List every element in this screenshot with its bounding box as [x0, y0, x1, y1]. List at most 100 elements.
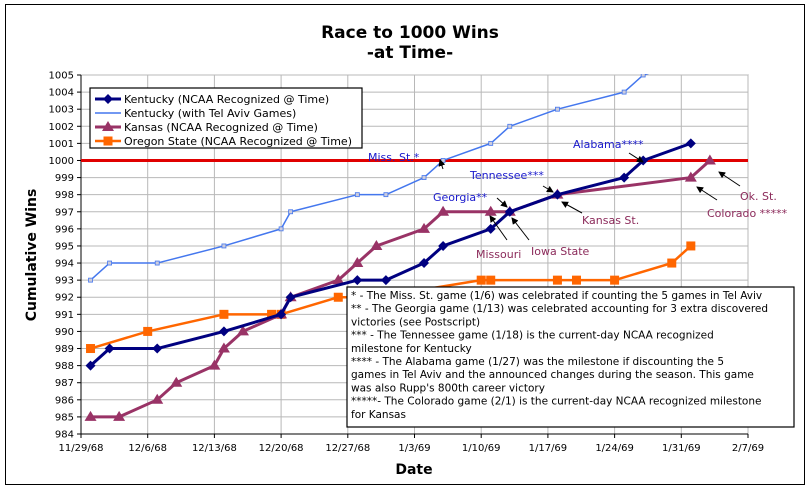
data-point	[571, 275, 581, 285]
annotation-arrow-icon	[438, 159, 446, 170]
data-point	[438, 240, 449, 251]
data-point	[351, 257, 364, 268]
data-point	[640, 74, 646, 78]
data-point	[552, 275, 562, 285]
data-point	[667, 258, 677, 268]
data-point	[113, 410, 126, 421]
y-tick-label: 996	[55, 224, 74, 235]
data-point	[504, 206, 515, 217]
data-point	[703, 154, 716, 165]
y-tick-label: 999	[55, 173, 74, 184]
annotation-label: Iowa State	[531, 245, 590, 258]
annotation-label: Georgia**	[433, 191, 488, 204]
data-point	[152, 343, 163, 354]
note-line: *** - The Tennessee game (1/18) is the c…	[351, 330, 714, 342]
annotation-label: Colorado *****	[707, 207, 788, 220]
data-point	[85, 360, 96, 371]
data-point	[218, 326, 229, 337]
data-point	[143, 326, 153, 336]
data-point	[107, 260, 112, 266]
data-point	[352, 275, 363, 286]
data-point	[219, 309, 229, 319]
annotations: Miss. St.* Alabama**** Tennessee*** Georgia…	[368, 138, 788, 261]
annotation-label: Ok. St.	[740, 190, 777, 203]
annotation: Colorado *****	[696, 186, 788, 220]
x-tick-label: 12/27/68	[325, 443, 370, 454]
annotation: Iowa State	[511, 217, 590, 258]
data-point	[154, 260, 160, 266]
data-point	[555, 106, 560, 112]
data-point	[476, 275, 486, 285]
x-tick-label: 1/31/69	[662, 443, 701, 454]
annotation-arrow-icon	[511, 217, 530, 241]
annotation: Ok. St.	[718, 171, 777, 203]
data-point	[507, 123, 513, 129]
data-point	[278, 226, 284, 232]
data-point	[419, 258, 430, 269]
data-point	[619, 172, 630, 183]
annotation: Missouri	[476, 215, 521, 261]
y-tick-label: 993	[55, 276, 74, 287]
y-tick-label: 997	[55, 207, 74, 218]
data-point	[276, 309, 287, 320]
legend-item: Oregon State (NCAA Recognized @ Time)	[95, 135, 352, 148]
y-tick-label: 1001	[49, 139, 74, 150]
annotation-label: Miss. St.*	[368, 151, 420, 164]
data-point	[418, 222, 431, 233]
x-tick-label: 2/7/69	[732, 443, 764, 454]
data-point	[88, 277, 93, 283]
annotation-arrow-icon	[496, 197, 508, 208]
data-point	[437, 205, 450, 216]
x-tick-label: 12/20/68	[259, 443, 304, 454]
x-tick-label: 12/6/68	[128, 443, 167, 454]
note-line: ** - The Georgia game (1/13) was celebra…	[351, 303, 768, 315]
y-tick-label: 994	[55, 259, 74, 270]
annotation-arrow-icon	[628, 152, 644, 163]
x-tick-label: 12/13/68	[192, 443, 237, 454]
y-tick-label: 1005	[49, 71, 74, 82]
data-point	[380, 275, 391, 286]
data-point	[610, 275, 620, 285]
legend-marker-icon	[102, 121, 114, 131]
legend-label: Kentucky (NCAA Recognized @ Time)	[124, 93, 329, 106]
data-point	[354, 192, 360, 198]
data-point	[151, 393, 164, 404]
data-point	[288, 209, 294, 215]
data-point	[236, 325, 249, 336]
note-line: * - The Miss. St. game (1/6) was celebra…	[351, 290, 762, 302]
y-axis-label: Cumulative Wins	[24, 189, 40, 322]
y-tick-label: 998	[55, 190, 74, 201]
y-tick-label: 984	[55, 430, 74, 441]
data-point	[685, 138, 696, 149]
y-tick-label: 988	[55, 361, 74, 372]
y-tick-label: 1002	[49, 122, 74, 133]
x-tick-label: 1/10/69	[462, 443, 501, 454]
legend-label: Kansas (NCAA Recognized @ Time)	[124, 121, 318, 134]
y-tick-label: 1000	[49, 156, 74, 167]
x-axis-label: Date	[395, 462, 432, 478]
data-point	[221, 243, 227, 249]
y-axis-ticks: 984 985 986 987 988 989 990 991 992 993 994 995 996 9…	[49, 71, 81, 441]
y-tick-label: 990	[55, 327, 74, 338]
annotation-arrow-icon	[718, 171, 741, 187]
data-point	[84, 410, 97, 421]
data-point	[484, 205, 497, 216]
series-line	[90, 74, 650, 281]
series-group	[84, 74, 716, 421]
annotation-label: Missouri	[476, 248, 521, 261]
legend-marker-icon	[103, 94, 113, 104]
data-point	[486, 275, 496, 285]
note-line: for Kansas	[351, 409, 406, 421]
data-point	[217, 342, 230, 353]
data-point	[208, 359, 221, 370]
data-point	[621, 89, 627, 95]
note-line: games in Tel Aviv and the announced chan…	[351, 369, 754, 381]
y-tick-label: 989	[55, 344, 74, 355]
annotation-arrow-icon	[561, 201, 583, 214]
data-point	[333, 292, 343, 302]
data-point	[421, 175, 427, 180]
legend-item: Kentucky (with Tel Aviv Games)	[95, 107, 296, 120]
chart-subtitle: -at Time-	[367, 43, 453, 63]
annotation-label: Alabama****	[573, 138, 644, 151]
